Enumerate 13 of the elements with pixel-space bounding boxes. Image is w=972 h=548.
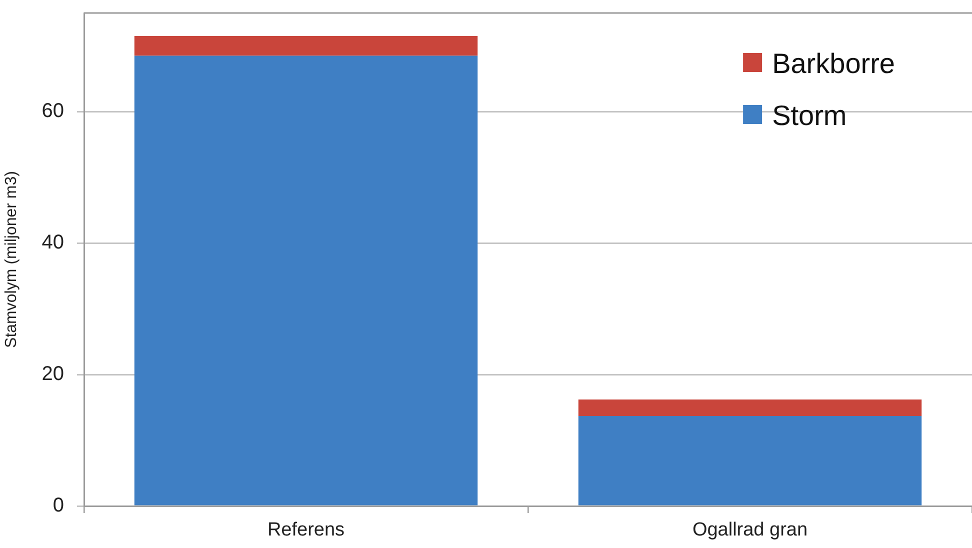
bar [134,36,478,56]
bar [134,56,478,506]
y-tick-label: 20 [42,363,64,386]
x-tick-label: Referens [267,520,345,541]
bar [578,416,922,506]
y-axis-title: Stamvolym (miljoner m3) [3,171,20,348]
y-tick-label: 60 [42,100,64,122]
y-tick-label: 0 [52,494,64,517]
legend-label: Barkborre [772,48,895,80]
legend-label: Storm [772,100,847,132]
x-tick-label: Ogallrad gran [692,520,808,541]
bar [578,400,922,416]
y-tick-label: 40 [42,232,64,254]
